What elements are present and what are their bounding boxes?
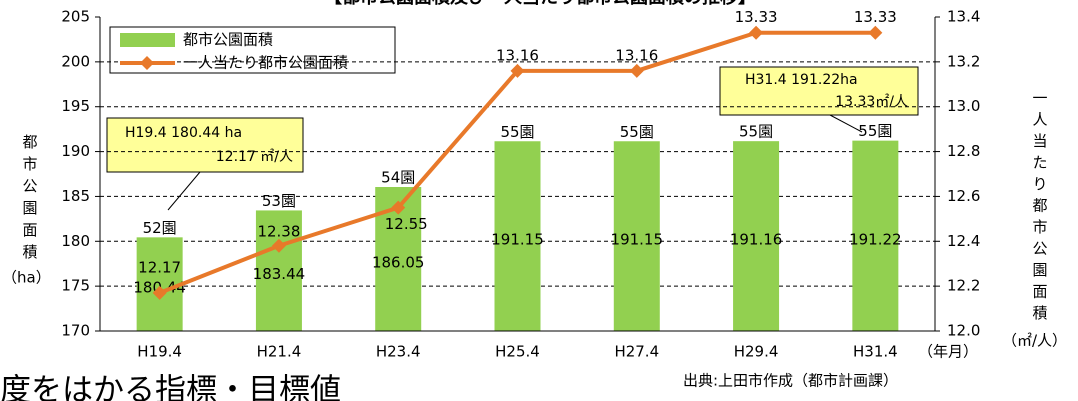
footer-heading: 度をはかる指標・目標値 <box>0 373 341 401</box>
x-tick-label: H27.4 <box>614 343 659 361</box>
line-value-label: 13.33 <box>735 8 778 26</box>
y2-tick-label: 13.4 <box>947 8 980 26</box>
callout-box <box>106 117 304 173</box>
line-value-label: 12.17 <box>138 258 181 276</box>
char: 一 <box>1032 89 1047 107</box>
char: 公 <box>1032 239 1047 257</box>
char: 積 <box>22 243 37 261</box>
char: 積 <box>1032 304 1047 322</box>
marker <box>749 25 764 40</box>
marker <box>391 200 406 215</box>
y2-tick-label: 13.0 <box>947 97 980 115</box>
callout-text: 13.33㎡/人 <box>835 94 908 110</box>
park-count-label: 53園 <box>262 192 296 210</box>
y-tick-label: 180 <box>61 232 90 250</box>
y-tick-label: 185 <box>61 187 90 205</box>
bar <box>494 141 541 331</box>
y2-tick-label: 12.8 <box>947 142 980 160</box>
y2-tick-label: 12.4 <box>947 232 980 250</box>
y-tick-label: 175 <box>61 277 90 295</box>
line-value-label: 12.55 <box>385 215 428 233</box>
callout-text: H31.4 191.22ha <box>745 72 858 88</box>
y2-tick-label: 12.0 <box>947 322 980 340</box>
marker <box>629 63 644 78</box>
legend-swatch <box>140 56 154 70</box>
y-tick-label: 205 <box>61 8 90 26</box>
char: 都 <box>22 133 37 151</box>
y-tick-label: 195 <box>61 97 90 115</box>
callout-text: H19.4 180.44 ha <box>125 125 242 141</box>
x-tick-label: H31.4 <box>853 343 898 361</box>
y-unit: （ha） <box>2 269 51 287</box>
y-tick-label: 200 <box>61 52 90 70</box>
line-value-label: 13.16 <box>496 46 539 64</box>
park-count-label: 55園 <box>620 123 654 141</box>
char: 面 <box>22 221 37 239</box>
y-tick-label: 190 <box>61 142 90 160</box>
char: 面 <box>1032 282 1047 300</box>
y-axis-title: 都市公園面積 <box>22 133 37 261</box>
legend-label: 一人当たり都市公園面積 <box>183 54 348 72</box>
y-tick-label: 170 <box>61 322 90 340</box>
bar-value-label: 183.44 <box>253 265 306 283</box>
x-unit: （年月） <box>918 343 978 361</box>
marker <box>271 238 286 253</box>
x-tick-label: H19.4 <box>137 343 182 361</box>
callout-arrow <box>167 171 201 211</box>
line-value-label: 12.38 <box>257 222 300 240</box>
bar <box>613 141 660 331</box>
bar <box>852 140 899 331</box>
bar <box>733 141 780 331</box>
park-count-label: 52園 <box>143 219 177 237</box>
park-count-label: 54園 <box>381 169 415 187</box>
line-value-label: 13.16 <box>615 46 658 64</box>
x-tick-label: H23.4 <box>376 343 421 361</box>
bar-value-label: 191.16 <box>730 231 783 249</box>
park-count-label: 55園 <box>739 123 773 141</box>
char: 人 <box>1032 110 1047 128</box>
char: た <box>1032 153 1047 171</box>
bar-value-label: 191.15 <box>491 231 544 249</box>
grid <box>100 61 935 287</box>
char: 園 <box>22 199 37 217</box>
y2-axis-title: 一人当たり都市公園面積 <box>1032 89 1047 322</box>
park-count-label: 55園 <box>500 123 534 141</box>
park-count-label: 55園 <box>858 122 892 140</box>
chart-title: 【都市公園面積及び一人当たり都市公園面積の推移】 <box>324 0 756 8</box>
char: 市 <box>1032 218 1047 236</box>
marker <box>868 25 883 40</box>
bar-value-label: 186.05 <box>372 254 425 272</box>
marker <box>510 63 525 78</box>
char: 園 <box>1032 261 1047 279</box>
y2-tick-label: 12.2 <box>947 277 980 295</box>
source: 出典:上田市作成（都市計画課） <box>683 372 898 390</box>
y2-tick-label: 12.6 <box>947 187 980 205</box>
x-tick-label: H21.4 <box>257 343 302 361</box>
legend-label: 都市公園面積 <box>183 31 273 49</box>
callout-text: 12.17 ㎡/人 <box>216 149 293 165</box>
bar <box>255 210 302 331</box>
char: 市 <box>22 155 37 173</box>
line-value-label: 13.33 <box>854 8 897 26</box>
y2-tick-label: 13.2 <box>947 52 980 70</box>
char: 公 <box>22 177 37 195</box>
bar-value-label: 191.15 <box>611 231 664 249</box>
x-tick-label: H25.4 <box>495 343 540 361</box>
callout-arrow <box>829 114 863 133</box>
char: 当 <box>1032 132 1047 150</box>
marker <box>152 285 167 300</box>
y2-unit: （㎡/人） <box>1002 332 1067 350</box>
bar-value-label: 191.22 <box>849 230 902 248</box>
legend-swatch <box>120 33 175 47</box>
char: り <box>1032 175 1047 193</box>
bar <box>136 237 183 331</box>
char: 都 <box>1032 196 1047 214</box>
x-tick-label: H29.4 <box>734 343 779 361</box>
